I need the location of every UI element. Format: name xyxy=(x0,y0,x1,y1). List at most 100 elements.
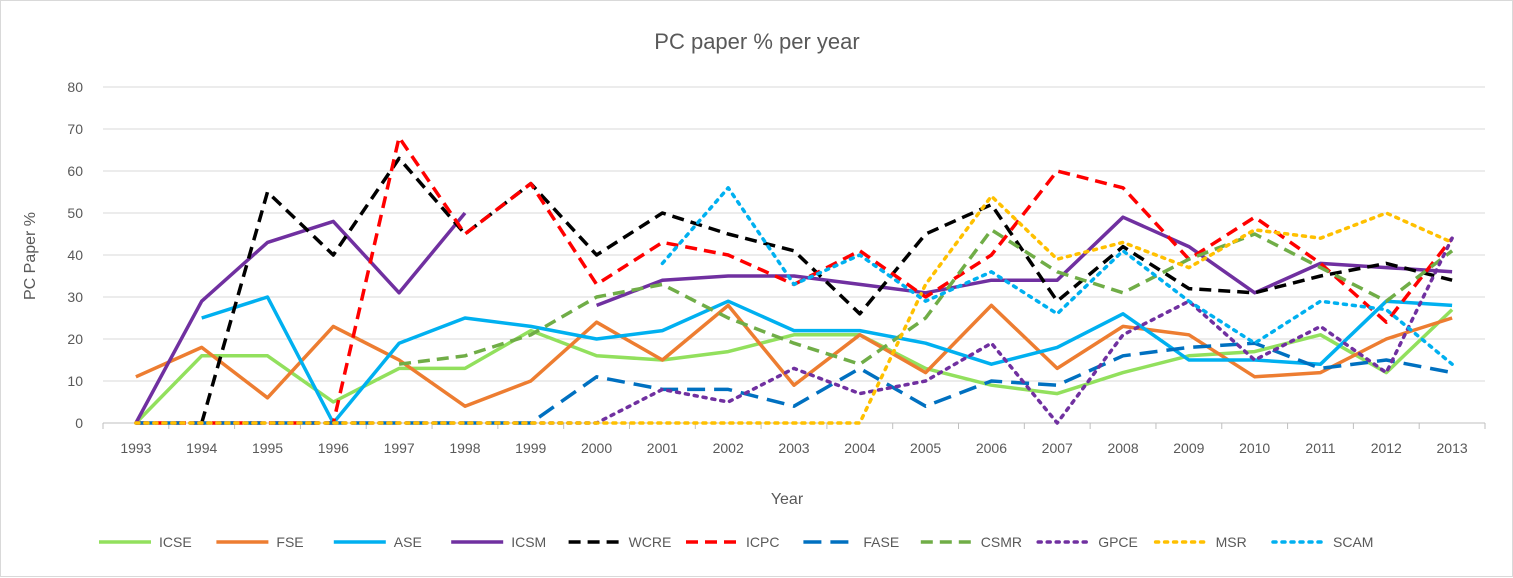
data-point xyxy=(990,384,993,387)
legend-item-ase: ASE xyxy=(333,534,422,550)
legend-label: ICSM xyxy=(511,534,546,550)
legend-label: FASE xyxy=(863,534,899,550)
data-point xyxy=(1319,367,1322,370)
series-msr xyxy=(134,194,1454,425)
data-point xyxy=(1319,363,1322,366)
x-tick-label: 2013 xyxy=(1437,440,1468,456)
data-point xyxy=(200,317,203,320)
data-point xyxy=(1385,262,1388,265)
data-point xyxy=(858,333,861,336)
data-point xyxy=(793,342,796,345)
data-point xyxy=(1056,270,1059,273)
data-point xyxy=(990,203,993,206)
gridlines xyxy=(103,86,1485,424)
data-point xyxy=(332,325,335,328)
data-point xyxy=(266,296,269,299)
data-point xyxy=(200,354,203,357)
data-point xyxy=(529,329,532,332)
y-tick-label: 40 xyxy=(67,247,83,263)
legend-label: FSE xyxy=(276,534,303,550)
data-point xyxy=(1122,312,1125,315)
series-line-scam xyxy=(660,186,1454,366)
data-point xyxy=(1187,300,1190,303)
data-point xyxy=(858,283,861,286)
data-point xyxy=(661,388,664,391)
data-point xyxy=(924,291,927,294)
data-point xyxy=(1056,170,1059,173)
data-point xyxy=(1451,270,1454,273)
data-point xyxy=(398,363,401,366)
x-tick-label: 2002 xyxy=(713,440,744,456)
data-point xyxy=(1122,325,1125,328)
data-point xyxy=(1056,300,1059,303)
legend-label: ASE xyxy=(394,534,422,550)
data-point xyxy=(1187,287,1190,290)
data-point xyxy=(1451,237,1454,240)
x-tick-label: 2007 xyxy=(1042,440,1073,456)
data-point xyxy=(924,300,927,303)
data-point xyxy=(463,367,466,370)
data-point xyxy=(924,380,927,383)
data-point xyxy=(793,384,796,387)
data-point xyxy=(1187,258,1190,261)
data-point xyxy=(1187,346,1190,349)
data-point xyxy=(595,375,598,378)
data-point xyxy=(661,359,664,362)
data-point xyxy=(200,300,203,303)
data-point xyxy=(1122,241,1125,244)
legend-label: ICSE xyxy=(159,534,192,550)
data-point xyxy=(1187,333,1190,336)
data-point xyxy=(1319,300,1322,303)
x-tick-label: 1997 xyxy=(384,440,415,456)
data-point xyxy=(727,388,730,391)
data-point xyxy=(463,422,466,425)
data-point xyxy=(266,191,269,194)
data-point xyxy=(398,359,401,362)
data-point xyxy=(990,228,993,231)
data-point xyxy=(463,212,466,215)
data-point xyxy=(727,186,730,189)
y-tick-label: 80 xyxy=(67,79,83,95)
data-point xyxy=(1056,367,1059,370)
legend-item-scam: SCAM xyxy=(1271,534,1373,550)
data-point xyxy=(463,405,466,408)
data-point xyxy=(858,392,861,395)
data-point xyxy=(1122,245,1125,248)
data-point xyxy=(990,279,993,282)
data-point xyxy=(595,321,598,324)
data-point xyxy=(1122,249,1125,252)
data-point xyxy=(529,325,532,328)
series-line-icse xyxy=(134,308,1454,425)
data-point xyxy=(858,329,861,332)
data-point xyxy=(529,182,532,185)
data-point xyxy=(1451,363,1454,366)
data-point xyxy=(1122,371,1125,374)
data-point xyxy=(793,249,796,252)
data-point xyxy=(463,317,466,320)
x-tick-label: 1996 xyxy=(318,440,349,456)
data-point xyxy=(924,317,927,320)
data-point xyxy=(858,254,861,257)
data-point xyxy=(1056,392,1059,395)
data-point xyxy=(1122,186,1125,189)
data-point xyxy=(793,422,796,425)
data-point xyxy=(1253,359,1256,362)
data-point xyxy=(727,401,730,404)
legend: ICSE FSE ASE ICSM WCRE ICPC FASE CSMR GPCE MSR SCA… xyxy=(99,534,1373,550)
series-scam xyxy=(660,186,1454,366)
data-point xyxy=(595,304,598,307)
series-icse xyxy=(134,308,1454,425)
data-point xyxy=(924,233,927,236)
data-point xyxy=(661,283,664,286)
y-tick-label: 30 xyxy=(67,289,83,305)
data-point xyxy=(266,354,269,357)
data-point xyxy=(1319,371,1322,374)
data-point xyxy=(1253,233,1256,236)
data-point xyxy=(1056,384,1059,387)
data-point xyxy=(595,338,598,341)
data-point xyxy=(990,254,993,257)
data-point xyxy=(134,422,137,425)
data-point xyxy=(793,405,796,408)
data-point xyxy=(1451,308,1454,311)
data-point xyxy=(858,363,861,366)
